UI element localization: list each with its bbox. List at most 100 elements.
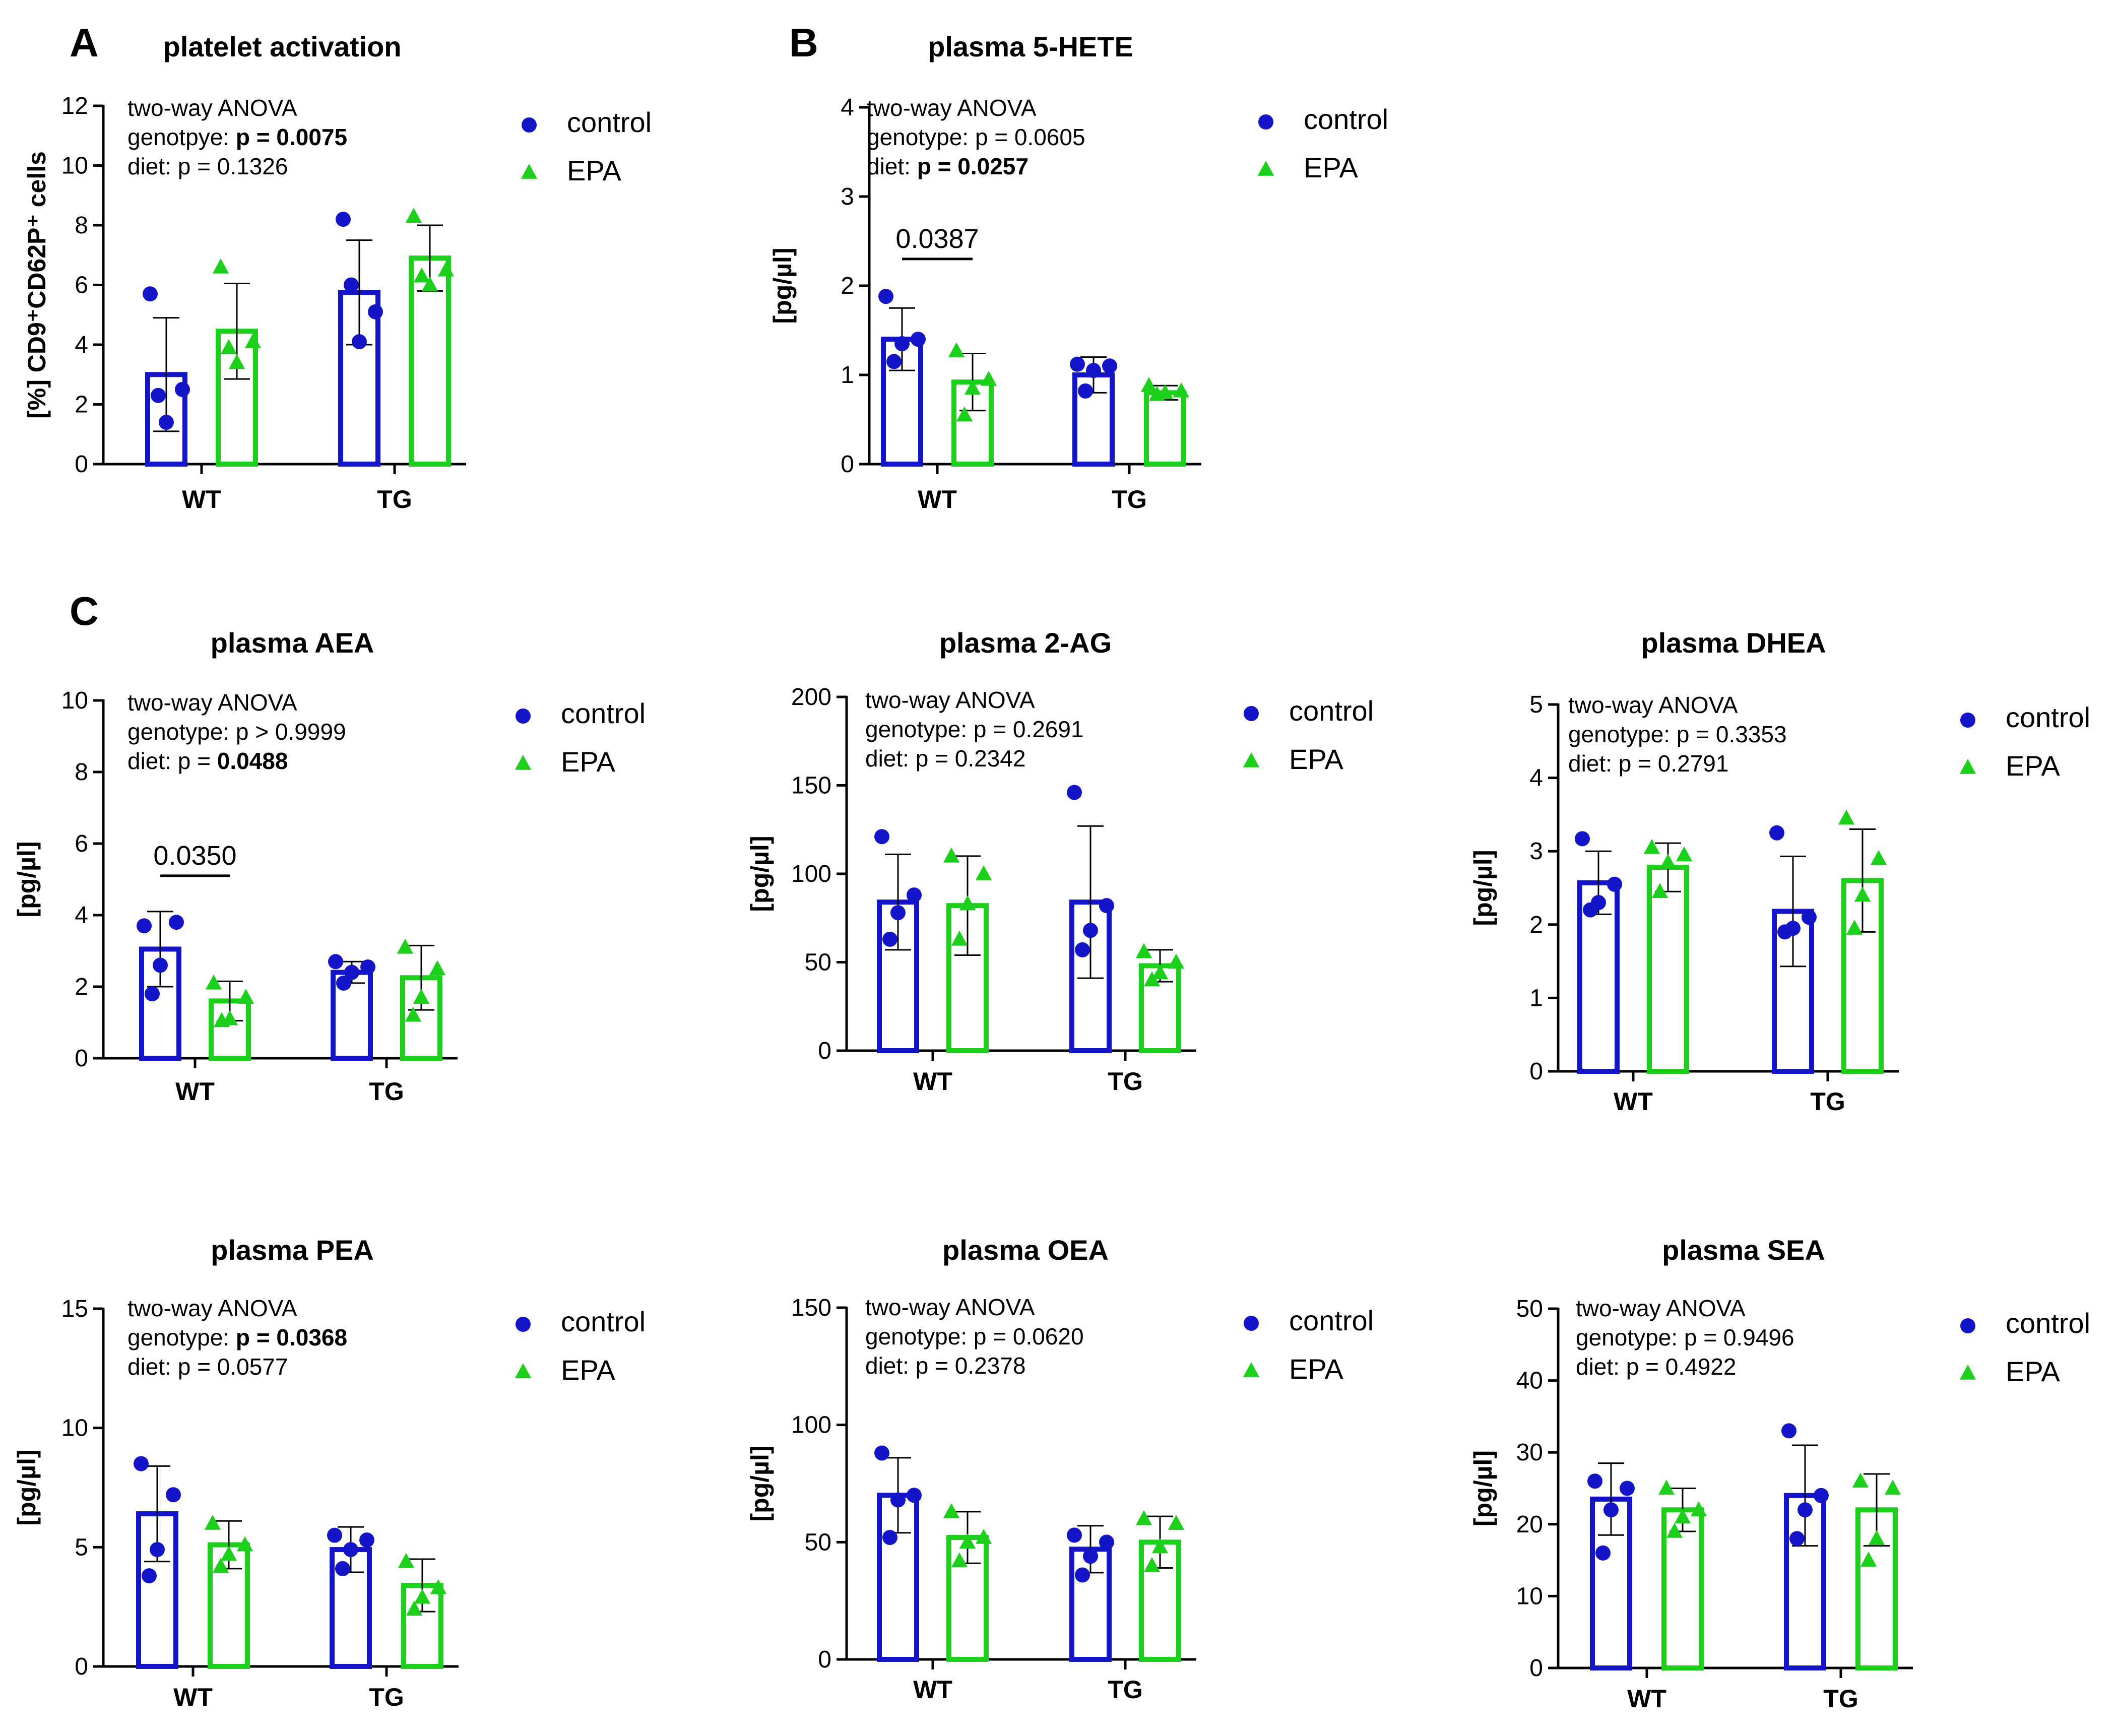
anova-genotype-line: genotype: p = 0.0605 [867, 124, 1085, 150]
anova-diet-prefix: diet: [865, 1353, 916, 1379]
legend-label-epa: EPA [561, 1354, 616, 1386]
data-point-control [1086, 363, 1101, 378]
data-point-control [159, 415, 174, 430]
anova-genotype-prefix: genotype: [865, 1323, 974, 1349]
data-point-control [1781, 1423, 1796, 1439]
x-tick-label: TG [1112, 485, 1146, 513]
legend-label-control: control [567, 106, 652, 138]
data-point-epa [413, 989, 430, 1004]
anova-genotype-line: genotpye: p = 0.0075 [127, 124, 347, 150]
y-tick-label: 4 [841, 94, 854, 121]
legend-marker-epa [1257, 161, 1274, 176]
y-tick-label: 100 [791, 861, 831, 887]
y-tick-label: 30 [1516, 1439, 1543, 1466]
data-point-epa [429, 960, 446, 976]
anova-diet-line: diet: p = 0.4922 [1576, 1354, 1736, 1380]
data-point-control [327, 1527, 342, 1543]
anova-genotype-pvalue: p = 0.9496 [1684, 1324, 1794, 1351]
data-point-epa [1838, 809, 1855, 825]
y-tick-label: 50 [805, 1529, 831, 1556]
data-point-control [874, 829, 889, 845]
anova-header: two-way ANOVA [1568, 692, 1738, 718]
anova-genotype-pvalue: p = 0.0368 [236, 1324, 347, 1351]
data-point-epa [237, 989, 254, 1004]
y-tick-label: 1 [1529, 985, 1543, 1011]
data-point-epa [975, 865, 992, 880]
x-tick-label: TG [1823, 1685, 1858, 1713]
data-point-control [1587, 1473, 1602, 1489]
bar-epa-tg [1144, 390, 1186, 467]
data-point-epa [212, 1558, 229, 1573]
chart-title: plasma OEA [942, 1234, 1109, 1266]
anova-genotype-prefix: genotype: [1576, 1324, 1684, 1351]
data-point-control [1083, 923, 1098, 938]
chart-title: plasma 2-AG [939, 627, 1112, 659]
anova-diet-pvalue: 0.0488 [217, 748, 288, 774]
y-tick-label: 5 [75, 1534, 88, 1561]
data-point-epa [405, 208, 422, 223]
y-tick-label: 4 [75, 902, 88, 929]
y-tick-label: 20 [1516, 1511, 1543, 1538]
y-tick-label: 50 [805, 949, 831, 976]
anova-genotype-pvalue: p = 0.3353 [1677, 721, 1787, 747]
x-tick-label: WT [918, 485, 957, 513]
panel-letter: A [70, 20, 99, 65]
data-point-epa [943, 847, 960, 863]
data-point-control [890, 1492, 906, 1508]
x-tick-label: TG [1108, 1676, 1142, 1704]
legend-marker-control [516, 1317, 531, 1332]
y-tick-label: 0 [75, 1045, 88, 1072]
significance-label: 0.0387 [895, 224, 979, 254]
data-point-control [359, 1532, 374, 1548]
y-axis-label: [pg/µl] [1469, 850, 1497, 926]
data-point-epa [1135, 1510, 1152, 1525]
data-point-control [1070, 356, 1085, 372]
y-axis-label: [pg/µl] [13, 842, 41, 918]
data-point-epa [397, 938, 414, 954]
y-tick-label: 0 [1529, 1058, 1543, 1085]
data-point-epa [1151, 1538, 1169, 1554]
data-point-epa [1143, 971, 1161, 987]
anova-genotype-prefix: genotype: [127, 1324, 236, 1351]
data-point-epa [1148, 385, 1166, 401]
legend-marker-epa [1243, 1362, 1260, 1377]
data-point-epa [1135, 943, 1152, 958]
anova-diet-line: diet: p = 0.1326 [127, 153, 288, 179]
data-point-control [151, 388, 166, 403]
data-point-control [336, 212, 351, 227]
legend-marker-control [1960, 1318, 1975, 1333]
y-tick-label: 10 [1516, 1583, 1543, 1610]
data-point-control [1067, 785, 1082, 800]
legend-label-epa: EPA [1289, 1353, 1344, 1385]
data-point-control [1102, 358, 1117, 374]
legend-marker-epa [1959, 1365, 1976, 1380]
y-tick-label: 2 [75, 974, 88, 1000]
anova-diet-line: diet: p = 0.0577 [127, 1354, 288, 1380]
data-point-control [1797, 1502, 1813, 1518]
y-tick-label: 0 [818, 1646, 831, 1673]
data-point-control [1789, 1531, 1805, 1547]
legend-marker-control [522, 117, 537, 133]
anova-diet-pvalue: p = 0.1326 [178, 153, 288, 179]
anova-genotype-prefix: genotype: [867, 124, 975, 150]
x-tick-label: TG [377, 485, 412, 513]
x-tick-label: TG [1810, 1087, 1845, 1116]
legend-marker-control [516, 709, 531, 724]
data-point-control [169, 915, 184, 930]
y-axis-label: [pg/µl] [13, 1450, 41, 1526]
data-point-epa [951, 930, 968, 946]
y-tick-label: 10 [61, 153, 88, 179]
y-tick-label: 12 [61, 93, 88, 119]
y-axis-label: [pg/µl] [1469, 1450, 1497, 1526]
data-point-epa [948, 342, 965, 357]
data-point-control [145, 986, 160, 1002]
data-point-control [352, 334, 367, 350]
y-tick-label: 15 [61, 1296, 88, 1322]
data-point-epa [1666, 1523, 1683, 1538]
data-point-epa [980, 370, 997, 386]
anova-genotype-pvalue: p = 0.0620 [974, 1323, 1084, 1349]
y-tick-label: 4 [1529, 765, 1543, 792]
data-point-control [1769, 825, 1784, 841]
data-point-epa [1860, 1552, 1877, 1567]
